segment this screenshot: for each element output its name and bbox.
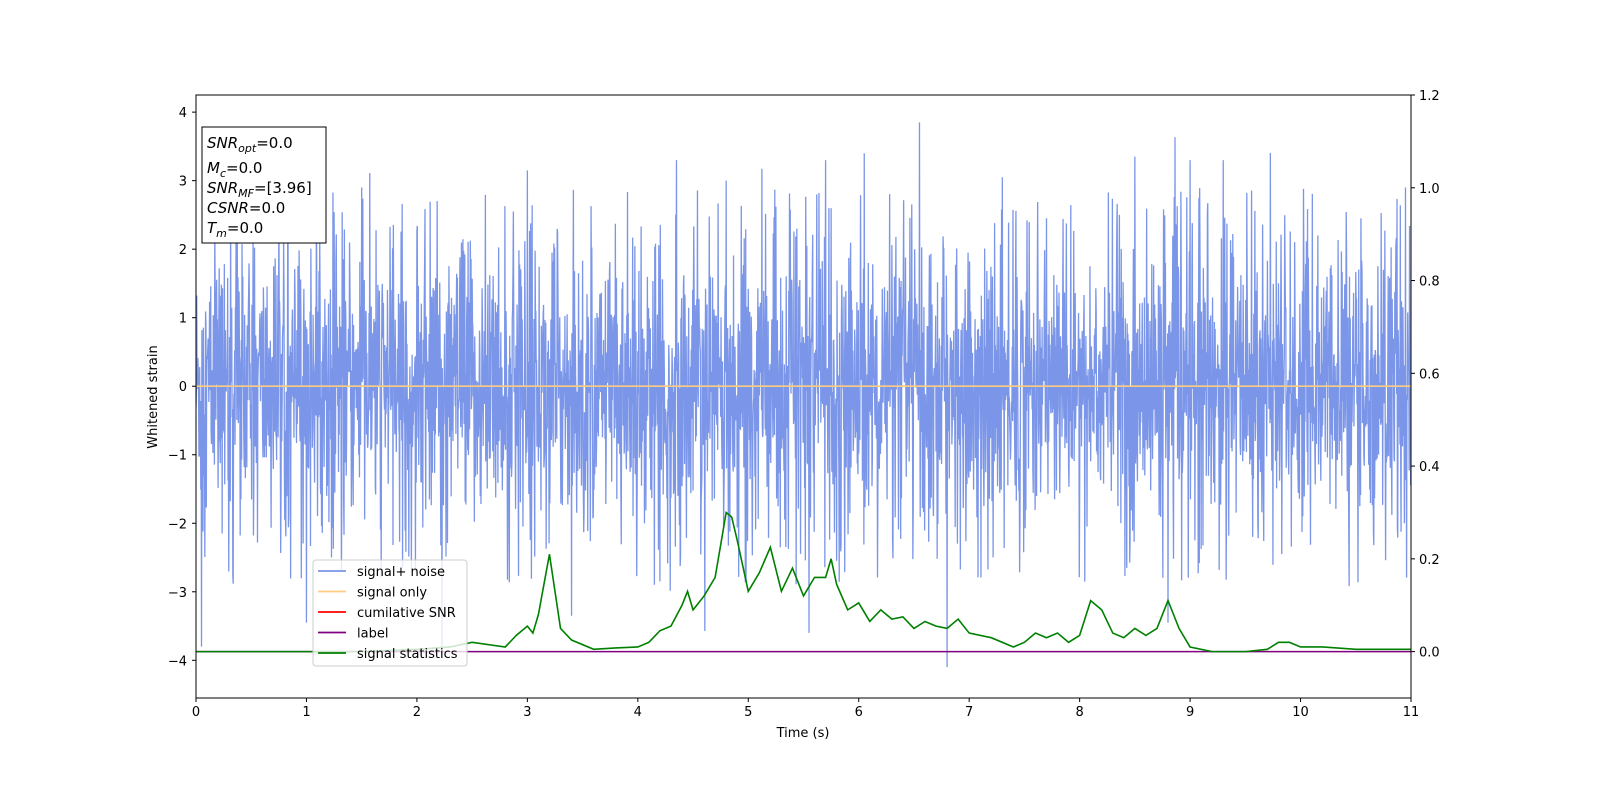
plot-frame (195, 94, 1412, 699)
x-tick-label: 1 (302, 705, 310, 720)
legend-label: label (357, 627, 388, 642)
y-left-tick-label: −3 (168, 586, 187, 601)
y-axis-right: 0.0 0.2 0.4 0.6 0.8 1.0 1.2 (1411, 89, 1440, 661)
legend: signal+ noise signal only cumilative SNR la… (312, 559, 468, 667)
info-mc: Mc=0.0 (207, 159, 262, 180)
series-signal-plus-noise (196, 122, 1411, 668)
info-csnr: CSNR=0.0 (207, 199, 285, 217)
y-left-tick-label: −1 (168, 449, 187, 464)
info-tm: Tm=0.0 (207, 219, 263, 240)
y-right-tick-label: 1.0 (1419, 182, 1440, 197)
legend-label: signal only (357, 586, 427, 601)
x-tick-label: 5 (744, 705, 752, 720)
y-left-tick-label: −4 (168, 654, 187, 669)
y-right-tick-label: 0.6 (1419, 367, 1440, 382)
x-axis: 0 1 2 3 4 5 6 7 8 9 10 11 (192, 698, 1419, 720)
signal-statistics-line (196, 510, 1411, 653)
legend-label: signal statistics (357, 647, 458, 662)
y-right-tick-label: 0.8 (1419, 275, 1440, 290)
x-tick-label: 10 (1292, 705, 1309, 720)
y-right-tick-label: 1.2 (1419, 89, 1440, 104)
x-tick-label: 4 (634, 705, 642, 720)
x-tick-label: 8 (1075, 705, 1083, 720)
y-left-tick-label: 4 (179, 106, 187, 121)
y-axis-left: −4 −3 −2 −1 0 1 2 3 4 (168, 106, 196, 669)
y-left-tick-label: 1 (179, 312, 187, 327)
legend-frame (312, 559, 468, 667)
y-right-tick-label: 0.2 (1419, 553, 1440, 568)
x-tick-label: 0 (192, 705, 200, 720)
signal-plus-noise-line (196, 122, 1411, 668)
y-left-tick-label: 2 (179, 243, 187, 258)
info-snr-mf: SNRMF=[3.96] (207, 179, 312, 200)
x-tick-label: 11 (1403, 705, 1420, 720)
info-box-frame (201, 126, 327, 244)
y-left-tick-label: 0 (179, 380, 187, 395)
x-tick-label: 7 (965, 705, 973, 720)
x-axis-label: Time (s) (776, 726, 830, 741)
y-left-tick-label: −2 (168, 517, 187, 532)
info-box: SNRopt=0.0 Mc=0.0 SNRMF=[3.96] CSNR=0.0 … (201, 126, 327, 244)
x-tick-label: 9 (1186, 705, 1194, 720)
x-tick-label: 6 (855, 705, 863, 720)
y-right-tick-label: 0.4 (1419, 460, 1440, 475)
y-right-tick-label: 0.0 (1419, 646, 1440, 661)
legend-label: signal+ noise (357, 565, 445, 580)
info-snr-opt: SNRopt=0.0 (207, 134, 293, 155)
x-tick-label: 3 (523, 705, 531, 720)
legend-label: cumilative SNR (357, 606, 456, 621)
y-axis-label: Whitened strain (146, 345, 161, 448)
x-tick-label: 2 (413, 705, 421, 720)
y-left-tick-label: 3 (179, 175, 187, 190)
